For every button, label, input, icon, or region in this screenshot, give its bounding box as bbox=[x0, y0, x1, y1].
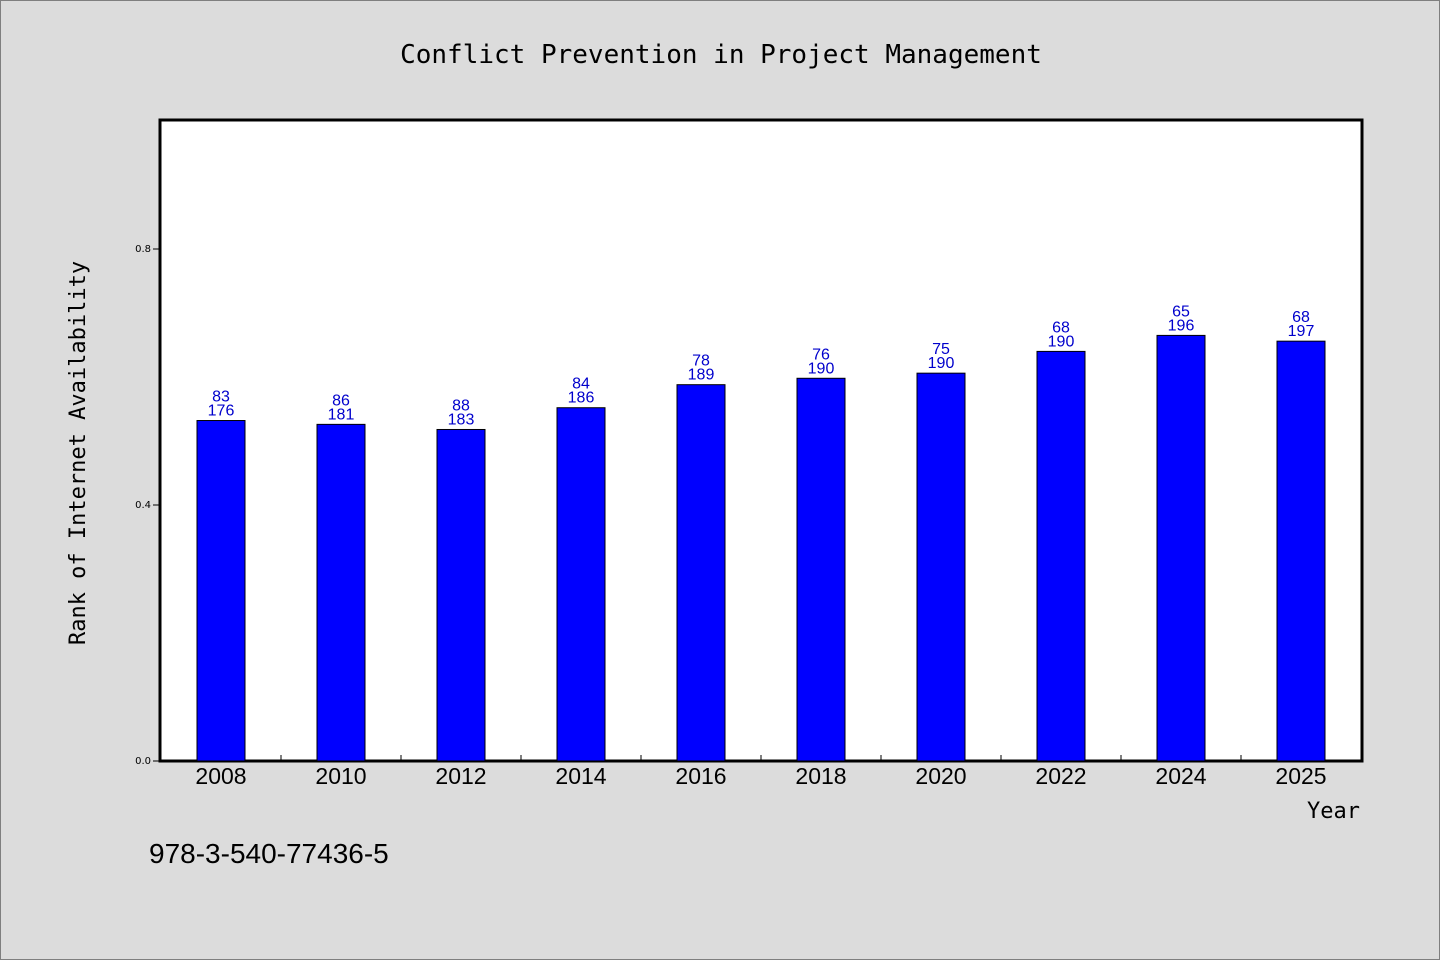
bar-label-bottom-2016: 189 bbox=[688, 367, 715, 384]
x-tick-label-2010: 2010 bbox=[315, 763, 366, 789]
bar-label-bottom-2008: 176 bbox=[208, 403, 235, 420]
bar-label-top-2010: 86 bbox=[332, 392, 350, 409]
y-tick-label-0.4: 0.4 bbox=[135, 500, 151, 511]
y-axis-title: Rank of Internet Availability bbox=[66, 261, 91, 645]
x-tick-label-2022: 2022 bbox=[1035, 763, 1086, 789]
bar-label-bottom-2020: 190 bbox=[928, 355, 955, 372]
bar-2010 bbox=[316, 423, 366, 762]
x-tick-label-2025: 2025 bbox=[1275, 763, 1326, 789]
x-tick-label-2012: 2012 bbox=[435, 763, 486, 789]
x-axis-title: Year bbox=[1307, 799, 1360, 824]
x-tick-label-2018: 2018 bbox=[795, 763, 846, 789]
bar-label-bottom-2025: 197 bbox=[1288, 323, 1315, 340]
x-tick-label-2020: 2020 bbox=[915, 763, 966, 789]
bar-label-top-2020: 75 bbox=[932, 341, 950, 358]
bar-label-top-2016: 78 bbox=[692, 353, 710, 370]
bar-2022 bbox=[1036, 350, 1086, 762]
bar-label-bottom-2012: 183 bbox=[448, 411, 475, 428]
bar-label-top-2012: 88 bbox=[452, 397, 470, 414]
bar-2016 bbox=[676, 384, 726, 762]
bar-2008 bbox=[196, 420, 246, 762]
bar-label-top-2018: 76 bbox=[812, 346, 830, 363]
bar-label-top-2014: 84 bbox=[572, 376, 590, 393]
isbn-footnote: 978-3-540-77436-5 bbox=[149, 838, 389, 869]
bar-label-bottom-2024: 196 bbox=[1168, 317, 1195, 334]
bar-2018 bbox=[796, 377, 846, 762]
x-tick-label-2016: 2016 bbox=[675, 763, 726, 789]
chart-title: Conflict Prevention in Project Managemen… bbox=[400, 40, 1042, 70]
bar-label-top-2008: 83 bbox=[212, 389, 230, 406]
y-tick-label-0.8: 0.8 bbox=[135, 244, 151, 255]
bar-2020 bbox=[916, 372, 966, 762]
bar-label-top-2025: 68 bbox=[1292, 309, 1310, 326]
bar-label-bottom-2018: 190 bbox=[808, 360, 835, 377]
bar-label-top-2024: 65 bbox=[1172, 303, 1190, 320]
bar-2024 bbox=[1156, 334, 1206, 762]
bar-label-bottom-2022: 190 bbox=[1048, 333, 1075, 350]
bar-label-top-2022: 68 bbox=[1052, 319, 1070, 336]
y-tick-label-0.0: 0.0 bbox=[135, 756, 151, 767]
bar-2014 bbox=[556, 407, 606, 762]
bar-2025 bbox=[1276, 340, 1326, 762]
x-tick-label-2024: 2024 bbox=[1155, 763, 1206, 789]
x-tick-label-2014: 2014 bbox=[555, 763, 606, 789]
bar-label-bottom-2014: 186 bbox=[568, 390, 595, 407]
bar-2012 bbox=[436, 428, 486, 762]
x-tick-label-2008: 2008 bbox=[195, 763, 246, 789]
bar-label-bottom-2010: 181 bbox=[328, 406, 355, 423]
